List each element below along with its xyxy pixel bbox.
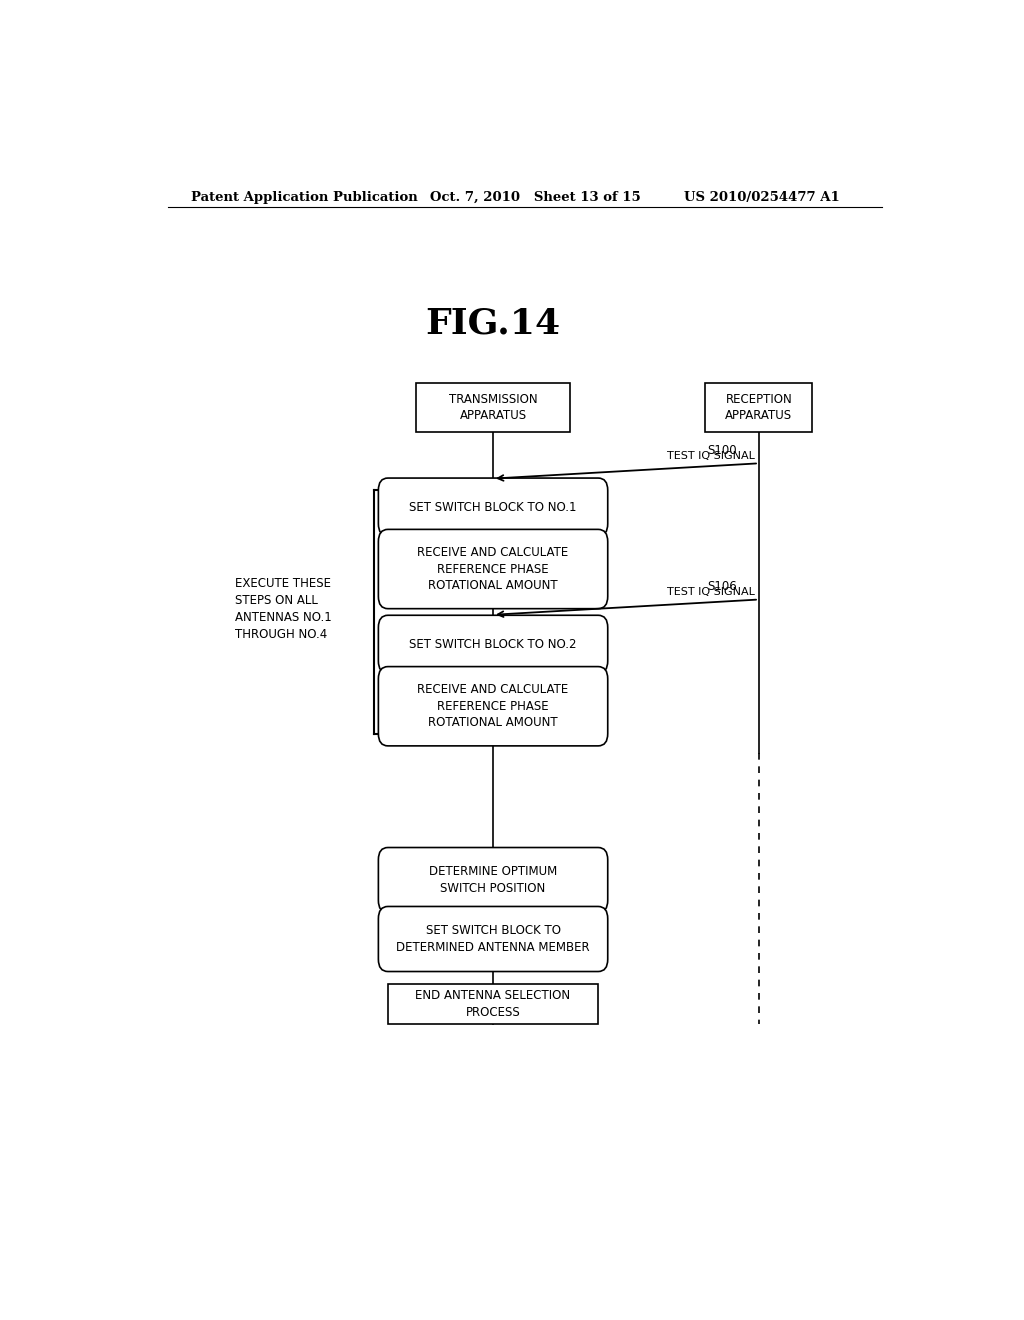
Text: RECEIVE AND CALCULATE
REFERENCE PHASE
ROTATIONAL AMOUNT: RECEIVE AND CALCULATE REFERENCE PHASE RO… xyxy=(418,546,568,593)
Text: S110: S110 xyxy=(397,673,428,686)
Text: TEST IQ SIGNAL: TEST IQ SIGNAL xyxy=(667,450,755,461)
Text: RECEIVE AND CALCULATE
REFERENCE PHASE
ROTATIONAL AMOUNT: RECEIVE AND CALCULATE REFERENCE PHASE RO… xyxy=(418,684,568,729)
Text: FIG.14: FIG.14 xyxy=(426,306,560,341)
Text: SET SWITCH BLOCK TO NO.2: SET SWITCH BLOCK TO NO.2 xyxy=(410,638,577,651)
Text: US 2010/0254477 A1: US 2010/0254477 A1 xyxy=(684,190,840,203)
Text: SET SWITCH BLOCK TO NO.1: SET SWITCH BLOCK TO NO.1 xyxy=(410,500,577,513)
Text: TEST IQ SIGNAL: TEST IQ SIGNAL xyxy=(667,587,755,597)
Text: S112: S112 xyxy=(397,851,428,865)
FancyBboxPatch shape xyxy=(416,383,570,432)
Text: RECEPTION
APPARATUS: RECEPTION APPARATUS xyxy=(725,392,793,422)
Text: S106: S106 xyxy=(708,581,737,594)
Text: TRANSMISSION
APPARATUS: TRANSMISSION APPARATUS xyxy=(449,392,538,422)
Text: EXECUTE THESE
STEPS ON ALL
ANTENNAS NO.1
THROUGH NO.4: EXECUTE THESE STEPS ON ALL ANTENNAS NO.1… xyxy=(236,577,332,640)
FancyBboxPatch shape xyxy=(706,383,812,432)
FancyBboxPatch shape xyxy=(379,478,607,536)
FancyBboxPatch shape xyxy=(379,667,607,746)
FancyBboxPatch shape xyxy=(379,847,607,912)
Text: S102: S102 xyxy=(397,486,428,498)
Text: SET SWITCH BLOCK TO
DETERMINED ANTENNA MEMBER: SET SWITCH BLOCK TO DETERMINED ANTENNA M… xyxy=(396,924,590,954)
FancyBboxPatch shape xyxy=(379,907,607,972)
Text: Patent Application Publication: Patent Application Publication xyxy=(191,190,418,203)
Text: DETERMINE OPTIMUM
SWITCH POSITION: DETERMINE OPTIMUM SWITCH POSITION xyxy=(429,866,557,895)
Text: S100: S100 xyxy=(708,445,737,457)
Text: S114: S114 xyxy=(397,909,428,923)
FancyBboxPatch shape xyxy=(388,983,598,1024)
FancyBboxPatch shape xyxy=(379,615,607,673)
Text: S108: S108 xyxy=(397,622,427,635)
Text: Oct. 7, 2010   Sheet 13 of 15: Oct. 7, 2010 Sheet 13 of 15 xyxy=(430,190,640,203)
Text: S104: S104 xyxy=(397,539,428,552)
FancyBboxPatch shape xyxy=(379,529,607,609)
Text: END ANTENNA SELECTION
PROCESS: END ANTENNA SELECTION PROCESS xyxy=(416,989,570,1019)
